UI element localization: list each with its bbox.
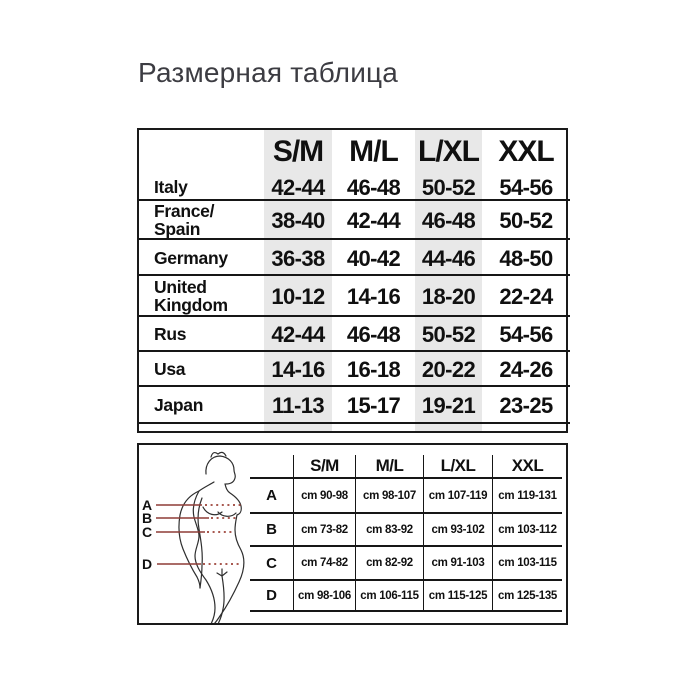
size-value-cell: 42-44 bbox=[264, 174, 332, 201]
figure-back-contour bbox=[192, 481, 216, 623]
row-label-france-spain: France/ Spain bbox=[139, 201, 264, 240]
m-value-cell: cm 103-115 bbox=[492, 547, 562, 581]
m-value-cell: cm 73-82 bbox=[293, 514, 355, 547]
figure-breast-lines bbox=[202, 506, 237, 517]
figure-label-d: D bbox=[142, 556, 152, 572]
size-value-cell: 42-44 bbox=[332, 201, 415, 240]
size-value-cell: 48-50 bbox=[482, 240, 570, 276]
size-value-cell: 46-48 bbox=[332, 317, 415, 352]
m-column-header-lxl: L/XL bbox=[423, 455, 492, 479]
m-value-cell: cm 74-82 bbox=[293, 547, 355, 581]
m-row-label-b: B bbox=[250, 514, 293, 547]
m-value-cell: cm 103-112 bbox=[492, 514, 562, 547]
m-column-header-sm: S/M bbox=[293, 455, 355, 479]
size-value-cell: 14-16 bbox=[332, 276, 415, 317]
size-value-cell: 23-25 bbox=[482, 387, 570, 424]
size-value-cell: 42-44 bbox=[264, 317, 332, 352]
m-value-cell: cm 83-92 bbox=[355, 514, 423, 547]
size-value-cell: 10-12 bbox=[264, 276, 332, 317]
figure-label-b: B bbox=[142, 510, 152, 526]
m-value-cell: cm 93-102 bbox=[423, 514, 492, 547]
figure-label-c: C bbox=[142, 524, 152, 540]
page-title: Размерная таблица bbox=[138, 57, 399, 88]
corner-cell bbox=[139, 130, 264, 174]
m-value-cell: cm 98-107 bbox=[355, 479, 423, 514]
spacer-cell bbox=[332, 424, 415, 431]
size-value-cell: 50-52 bbox=[415, 174, 482, 201]
m-value-cell: cm 82-92 bbox=[355, 547, 423, 581]
size-value-cell: 16-18 bbox=[332, 352, 415, 387]
m-column-header-ml: M/L bbox=[355, 455, 423, 479]
size-value-cell: 46-48 bbox=[332, 174, 415, 201]
row-label-rus: Rus bbox=[139, 317, 264, 352]
column-header-sm: S/M bbox=[264, 130, 332, 174]
measurements-section: A B C D S/M M/L L/XL XXL A cm 90-98 cm 9… bbox=[137, 443, 568, 625]
measurements-table: S/M M/L L/XL XXL A cm 90-98 cm 98-107 cm… bbox=[250, 455, 562, 612]
size-value-cell: 50-52 bbox=[482, 201, 570, 240]
size-value-cell: 46-48 bbox=[415, 201, 482, 240]
m-value-cell: cm 106-115 bbox=[355, 581, 423, 612]
size-value-cell: 11-13 bbox=[264, 387, 332, 424]
spacer-cell bbox=[415, 424, 482, 431]
size-value-cell: 22-24 bbox=[482, 276, 570, 317]
row-label-germany: Germany bbox=[139, 240, 264, 276]
size-value-cell: 44-46 bbox=[415, 240, 482, 276]
figure-inner-leg bbox=[217, 575, 225, 623]
row-label-united-kingdom: United Kingdom bbox=[139, 276, 264, 317]
international-size-grid: S/M M/L L/XL XXL Italy 42-44 46-48 50-52… bbox=[139, 130, 570, 431]
international-size-table: S/M M/L L/XL XXL Italy 42-44 46-48 50-52… bbox=[137, 128, 570, 433]
m-corner-cell bbox=[250, 455, 293, 479]
m-value-cell: cm 125-135 bbox=[492, 581, 562, 612]
size-value-cell: 36-38 bbox=[264, 240, 332, 276]
row-label-usa: Usa bbox=[139, 352, 264, 387]
size-value-cell: 20-22 bbox=[415, 352, 482, 387]
spacer-cell bbox=[264, 424, 332, 431]
m-row-label-c: C bbox=[250, 547, 293, 581]
m-value-cell: cm 98-106 bbox=[293, 581, 355, 612]
figure-hair bbox=[210, 451, 227, 458]
column-header-ml: M/L bbox=[349, 135, 399, 168]
figure-crotch bbox=[216, 568, 228, 577]
spacer-cell bbox=[139, 424, 264, 431]
size-value-cell: 54-56 bbox=[482, 174, 570, 201]
m-column-header-xxl: XXL bbox=[492, 455, 562, 479]
figure-head bbox=[205, 455, 236, 485]
size-value-cell: 14-16 bbox=[264, 352, 332, 387]
row-label-italy: Italy bbox=[139, 174, 264, 201]
size-value-cell: 38-40 bbox=[264, 201, 332, 240]
body-measurement-diagram: A B C D bbox=[142, 451, 245, 623]
figure-arm-outer bbox=[178, 490, 201, 589]
size-value-cell: 18-20 bbox=[415, 276, 482, 317]
m-value-cell: cm 119-131 bbox=[492, 479, 562, 514]
size-value-cell: 40-42 bbox=[332, 240, 415, 276]
m-row-label-d: D bbox=[250, 581, 293, 612]
figure-label-a: A bbox=[142, 497, 152, 513]
spacer-cell bbox=[482, 424, 570, 431]
size-value-cell: 15-17 bbox=[332, 387, 415, 424]
figure-arm-inner bbox=[197, 497, 203, 589]
m-row-label-a: A bbox=[250, 479, 293, 514]
row-label-japan: Japan bbox=[139, 387, 264, 424]
size-value-cell: 50-52 bbox=[415, 317, 482, 352]
m-value-cell: cm 90-98 bbox=[293, 479, 355, 514]
figure-front-contour bbox=[214, 483, 245, 623]
m-value-cell: cm 91-103 bbox=[423, 547, 492, 581]
size-value-cell: 54-56 bbox=[482, 317, 570, 352]
m-value-cell: cm 107-119 bbox=[423, 479, 492, 514]
size-value-cell: 19-21 bbox=[415, 387, 482, 424]
column-header-xxl: XXL bbox=[498, 135, 554, 168]
size-value-cell: 24-26 bbox=[482, 352, 570, 387]
m-value-cell: cm 115-125 bbox=[423, 581, 492, 612]
column-header-lxl: L/XL bbox=[415, 130, 482, 174]
